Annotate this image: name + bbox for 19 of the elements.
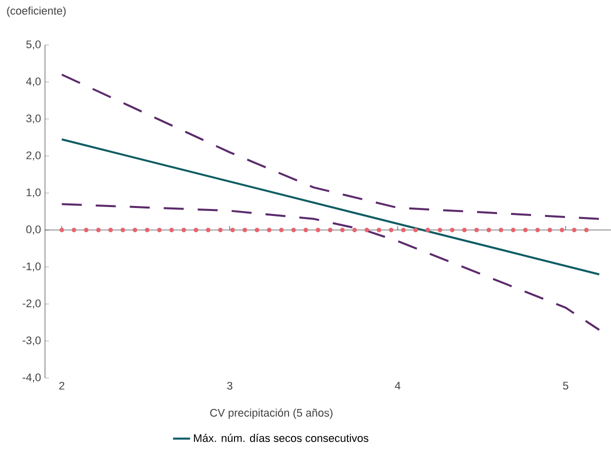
y-tick-label: 5,0 [26, 40, 41, 50]
legend-label: Máx. núm. días secos consecutivos [194, 434, 368, 442]
y-tick-label: 3,0 [26, 114, 41, 124]
y-tick-label: -2,0 [22, 299, 41, 309]
x-axis-title: CV precipitación (5 años) [210, 408, 332, 419]
y-tick-label: 4,0 [26, 77, 41, 87]
y-tick-label: -4,0 [22, 373, 41, 383]
y-tick-label: -3,0 [22, 336, 41, 346]
x-tick-label: 5 [563, 382, 568, 390]
x-tick-label: 3 [227, 382, 232, 390]
y-tick-label: 0,0 [26, 225, 41, 235]
y-tick-label: 1,0 [26, 188, 41, 198]
y-axis-title: (coeficiente) [7, 6, 66, 17]
y-tick-label: -1,0 [22, 262, 41, 272]
x-tick-label: 2 [59, 382, 64, 390]
line-series [60, 203, 600, 331]
y-tick-label: 2,0 [26, 151, 41, 161]
x-tick-label: 4 [394, 382, 400, 390]
line-series [60, 74, 600, 220]
